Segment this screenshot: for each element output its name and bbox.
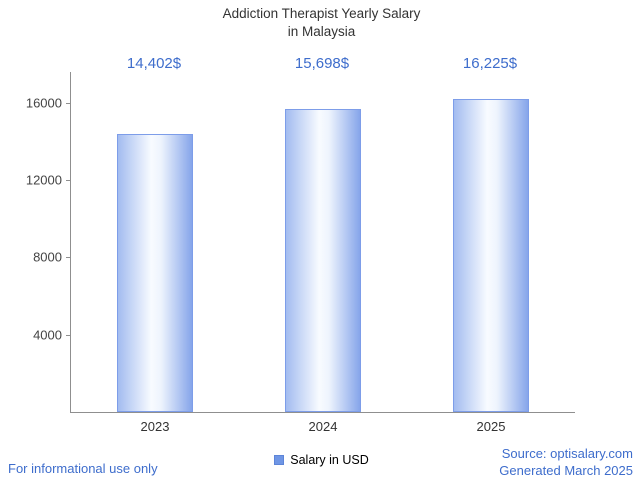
bar-2025 bbox=[453, 99, 529, 412]
bar-2024 bbox=[285, 109, 361, 412]
value-label-2023: 14,402$ bbox=[126, 55, 182, 72]
x-axis-label-2025: 2025 bbox=[476, 419, 506, 434]
y-axis-tick-label-4000: 4000 bbox=[33, 327, 62, 343]
chart-title-line1: Addiction Therapist Yearly Salary bbox=[222, 6, 421, 21]
source-block: Source: optisalary.com Generated March 2… bbox=[499, 446, 633, 480]
y-axis-tick-label-12000: 12000 bbox=[25, 172, 62, 188]
x-axis-label-2023: 2023 bbox=[140, 419, 170, 434]
x-axis-label-2024: 2024 bbox=[308, 419, 338, 434]
chart-title: Addiction Therapist Yearly Salary in Mal… bbox=[0, 5, 643, 40]
y-axis-tick-4000 bbox=[66, 335, 71, 336]
plot-area: 2023 2024 2025 4000 8000 12000 16000 bbox=[26, 72, 575, 434]
y-axis-tick-label-8000: 8000 bbox=[33, 249, 62, 265]
y-axis-tick-16000 bbox=[66, 103, 71, 104]
y-axis-tick-12000 bbox=[66, 180, 71, 181]
value-label-2024: 15,698$ bbox=[294, 55, 350, 72]
value-label-2025: 16,225$ bbox=[462, 55, 518, 72]
y-axis-tick-8000 bbox=[66, 257, 71, 258]
legend-label: Salary in USD bbox=[290, 453, 369, 467]
disclaimer-text: For informational use only bbox=[8, 461, 158, 476]
legend-swatch-icon bbox=[274, 455, 285, 465]
bar-2023 bbox=[117, 134, 193, 412]
generated-text: Generated March 2025 bbox=[499, 463, 633, 479]
y-axis-tick-label-16000: 16000 bbox=[25, 95, 62, 111]
chart-title-line2: in Malaysia bbox=[287, 23, 356, 39]
source-link[interactable]: Source: optisalary.com bbox=[501, 446, 633, 462]
legend: Salary in USD bbox=[0, 453, 643, 467]
